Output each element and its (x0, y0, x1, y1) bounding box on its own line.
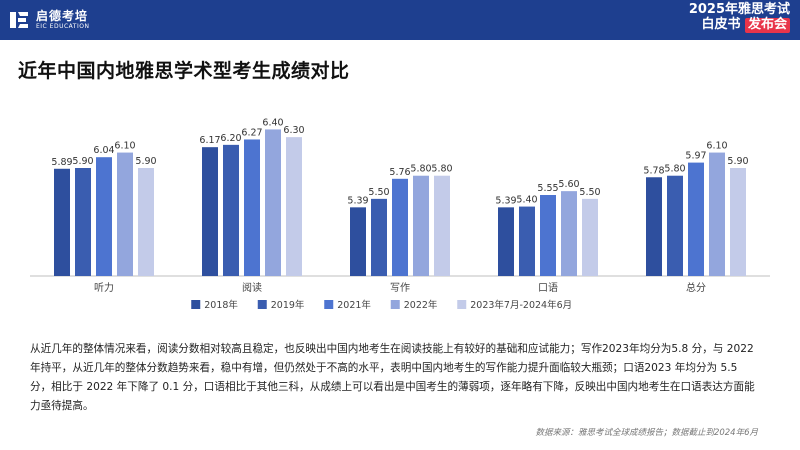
bar (117, 152, 133, 276)
bar (709, 152, 725, 276)
legend-label: 2019年 (271, 299, 305, 311)
x-tick-label: 写作 (390, 282, 410, 294)
legend-swatch (390, 300, 400, 309)
bar (688, 162, 704, 276)
bar (286, 137, 302, 276)
logo-text-en: EIC EDUCATION (36, 23, 90, 30)
data-label: 6.20 (220, 133, 241, 144)
bar (434, 175, 450, 276)
legend-label: 2022年 (404, 299, 438, 311)
data-label: 5.90 (135, 156, 156, 167)
data-label: 5.50 (368, 187, 389, 198)
data-label: 6.10 (114, 141, 135, 152)
data-label: 6.27 (241, 127, 262, 138)
bar (223, 144, 239, 276)
data-label: 5.55 (537, 183, 558, 194)
x-tick-label: 总分 (686, 281, 706, 294)
data-label: 5.97 (685, 151, 706, 162)
bar (519, 206, 535, 276)
bar (667, 175, 683, 276)
data-label: 6.30 (283, 125, 304, 136)
legend-swatch (324, 300, 334, 309)
legend-label: 2021年 (337, 299, 371, 311)
logo-text-cn: 启德考培 (36, 9, 89, 23)
bar (498, 207, 514, 276)
data-label: 5.50 (579, 187, 600, 198)
data-label: 5.90 (727, 156, 748, 167)
data-label: 5.60 (558, 179, 579, 190)
report-title-prefix: 白皮书 (701, 16, 741, 32)
bar (371, 198, 387, 276)
bar (202, 147, 218, 276)
data-label: 5.80 (664, 164, 685, 175)
legend-swatch (457, 300, 467, 309)
x-tick-label: 口语 (538, 282, 558, 294)
data-label: 5.80 (431, 164, 452, 175)
data-label: 5.89 (51, 157, 72, 168)
bar (244, 139, 260, 276)
page-title: 近年中国内地雅思学术型考生成绩对比 (18, 60, 350, 82)
report-title-highlight: 发布会 (744, 17, 790, 33)
bar (730, 168, 746, 276)
data-label: 5.90 (72, 156, 93, 167)
bar (54, 168, 70, 276)
data-label: 6.17 (199, 135, 220, 146)
data-label: 6.04 (93, 145, 114, 156)
x-tick-label: 阅读 (242, 281, 262, 294)
report-title-line1: 2025年雅思考试 (688, 2, 790, 17)
header-banner: 启德考培 EIC EDUCATION 2025年雅思考试 白皮书 发布会 (0, 0, 800, 40)
bar (392, 178, 408, 276)
legend-swatch (191, 300, 201, 309)
logo-icon (10, 12, 28, 28)
bar (582, 198, 598, 276)
bar (265, 129, 281, 276)
bar (561, 191, 577, 276)
data-label: 5.40 (516, 195, 537, 206)
summary-paragraph: 从近几年的整体情况来看，阅读分数相对较高且稳定，也反映出中国内地考生在阅读技能上… (30, 343, 755, 412)
bar (413, 175, 429, 276)
report-title-line2: 白皮书 发布会 (689, 16, 790, 33)
data-label: 5.78 (643, 165, 664, 176)
bar (138, 168, 154, 276)
data-label: 5.39 (495, 195, 516, 206)
data-label: 6.10 (706, 141, 727, 152)
brand-logo: 启德考培 EIC EDUCATION (8, 6, 89, 34)
bar (646, 177, 662, 276)
data-label: 5.76 (389, 167, 410, 178)
x-tick-label: 听力 (94, 281, 114, 294)
data-source-note: 数据来源：雅思考试全球成绩报告；数据截止到2024年6月 (535, 428, 758, 438)
bar (96, 157, 112, 276)
data-label: 6.40 (262, 117, 283, 128)
report-title: 2025年雅思考试 白皮书 发布会 (688, 2, 790, 33)
legend-label: 2023年7月-2024年6月 (470, 299, 572, 311)
bar (540, 195, 556, 276)
bar (75, 168, 91, 276)
legend-swatch (257, 300, 267, 309)
legend-label: 2018年 (204, 299, 238, 311)
data-label: 5.39 (347, 195, 368, 206)
data-label: 5.80 (410, 164, 431, 175)
bar (350, 207, 366, 276)
